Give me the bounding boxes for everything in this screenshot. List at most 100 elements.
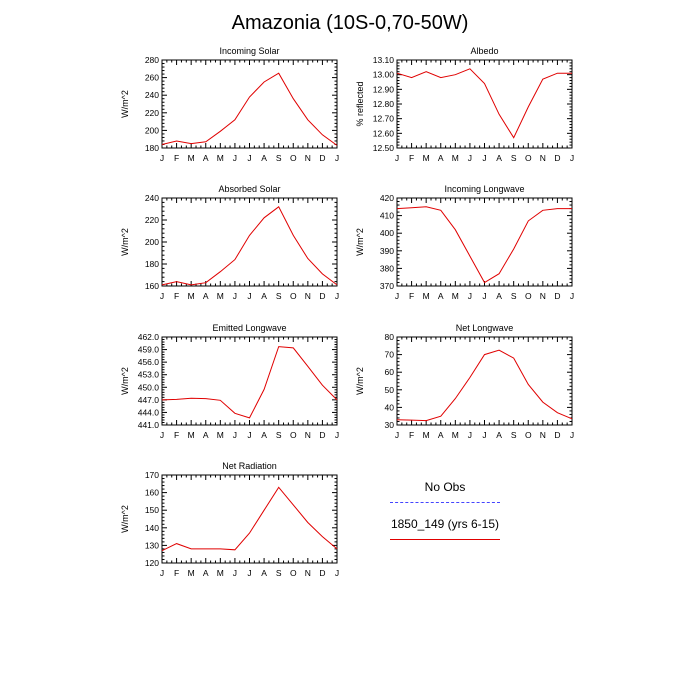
x-tick-label: J [482, 430, 486, 440]
y-tick-label: 140 [145, 523, 159, 533]
plot-frame [161, 197, 338, 287]
series-line [396, 349, 573, 422]
x-tick-label: J [482, 291, 486, 301]
y-tick-label: 240 [145, 90, 159, 100]
y-tick-label: 260 [145, 73, 159, 83]
x-tick-label: J [160, 291, 164, 301]
x-tick-label: O [525, 430, 532, 440]
y-tick-label: 410 [380, 211, 394, 221]
series-line [161, 346, 338, 419]
y-tick-label: 200 [145, 237, 159, 247]
y-axis-label: W/m^2 [355, 228, 365, 256]
x-tick-label: S [276, 568, 282, 578]
x-tick-label: J [395, 153, 399, 163]
x-tick-label: S [276, 291, 282, 301]
x-tick-label: J [247, 291, 251, 301]
x-tick-label: N [540, 153, 546, 163]
x-tick-label: J [247, 153, 251, 163]
y-tick-label: 220 [145, 108, 159, 118]
x-tick-label: M [423, 153, 430, 163]
y-axis-label: W/m^2 [120, 90, 130, 118]
y-tick-label: 453.0 [138, 370, 160, 380]
x-tick-label: M [217, 291, 224, 301]
chart-title: Emitted Longwave [212, 323, 286, 333]
y-tick-label: 462.0 [138, 332, 160, 342]
y-axis-label: W/m^2 [120, 367, 130, 395]
y-tick-label: 420 [380, 193, 394, 203]
x-tick-label: J [335, 153, 339, 163]
y-tick-label: 280 [145, 55, 159, 65]
y-tick-label: 50 [385, 385, 395, 395]
y-tick-label: 240 [145, 193, 159, 203]
x-tick-label: D [319, 153, 325, 163]
y-tick-label: 444.0 [138, 407, 160, 417]
x-tick-label: J [160, 430, 164, 440]
x-tick-label: A [203, 430, 209, 440]
y-tick-label: 400 [380, 228, 394, 238]
y-tick-label: 459.0 [138, 345, 160, 355]
x-tick-label: S [276, 430, 282, 440]
x-tick-label: J [160, 568, 164, 578]
x-tick-label: A [261, 291, 267, 301]
series-line [161, 72, 338, 146]
y-axis-label: W/m^2 [120, 228, 130, 256]
x-tick-label: J [335, 568, 339, 578]
x-tick-label: M [423, 291, 430, 301]
y-tick-label: 70 [385, 350, 395, 360]
x-tick-label: N [305, 568, 311, 578]
y-tick-label: 13.00 [373, 70, 395, 80]
y-tick-label: 30 [385, 420, 395, 430]
x-tick-label: J [335, 291, 339, 301]
y-tick-label: 180 [145, 143, 159, 153]
chart-panel-1: Albedo % reflected 12.50 12.60 12.70 12.80 12.… [355, 46, 574, 163]
x-tick-label: J [233, 430, 237, 440]
y-tick-label: 130 [145, 540, 159, 550]
x-tick-label: O [290, 153, 297, 163]
x-tick-label: J [247, 430, 251, 440]
x-tick-label: M [423, 430, 430, 440]
x-tick-label: J [482, 153, 486, 163]
plot-frame [396, 336, 573, 426]
chart-panel-4: Emitted Longwave W/m^2 441.0 444.0 447.0 450.… [120, 323, 339, 440]
figure-title: Amazonia (10S-0,70-50W) [231, 12, 469, 34]
series-line [396, 68, 572, 139]
x-tick-label: S [511, 291, 517, 301]
x-tick-label: A [261, 153, 267, 163]
chart-panel-0: Incoming Solar W/m^2 180 200 220 240 260 280 J F M… [120, 46, 339, 163]
x-tick-label: J [233, 153, 237, 163]
x-tick-label: A [261, 568, 267, 578]
x-tick-label: M [188, 568, 195, 578]
x-tick-label: D [319, 291, 325, 301]
x-tick-label: J [233, 568, 237, 578]
legend-model-label: 1850_149 (yrs 6-15) [390, 517, 500, 531]
y-tick-label: 60 [385, 367, 395, 377]
x-tick-label: O [525, 153, 532, 163]
legend-obs-swatch [390, 502, 500, 503]
x-tick-label: O [290, 568, 297, 578]
y-axis-label: W/m^2 [120, 505, 130, 533]
x-tick-label: S [276, 153, 282, 163]
x-tick-label: N [305, 291, 311, 301]
x-tick-label: M [188, 291, 195, 301]
y-tick-label: 450.0 [138, 382, 160, 392]
y-tick-label: 160 [145, 488, 159, 498]
y-tick-label: 441.0 [138, 420, 160, 430]
y-tick-label: 13.10 [373, 55, 395, 65]
chart-title: Absorbed Solar [218, 184, 280, 194]
y-tick-label: 200 [145, 125, 159, 135]
x-tick-label: M [188, 153, 195, 163]
y-tick-label: 12.70 [373, 114, 395, 124]
x-tick-label: F [174, 153, 179, 163]
y-tick-label: 390 [380, 246, 394, 256]
chart-title: Albedo [470, 46, 498, 56]
chart-title: Incoming Solar [219, 46, 279, 56]
chart-title: Net Radiation [222, 461, 277, 471]
x-tick-label: M [452, 430, 459, 440]
legend-model-swatch [390, 539, 500, 540]
x-tick-label: A [496, 430, 502, 440]
x-tick-label: A [203, 291, 209, 301]
y-axis-label: W/m^2 [355, 367, 365, 395]
x-tick-label: A [261, 430, 267, 440]
